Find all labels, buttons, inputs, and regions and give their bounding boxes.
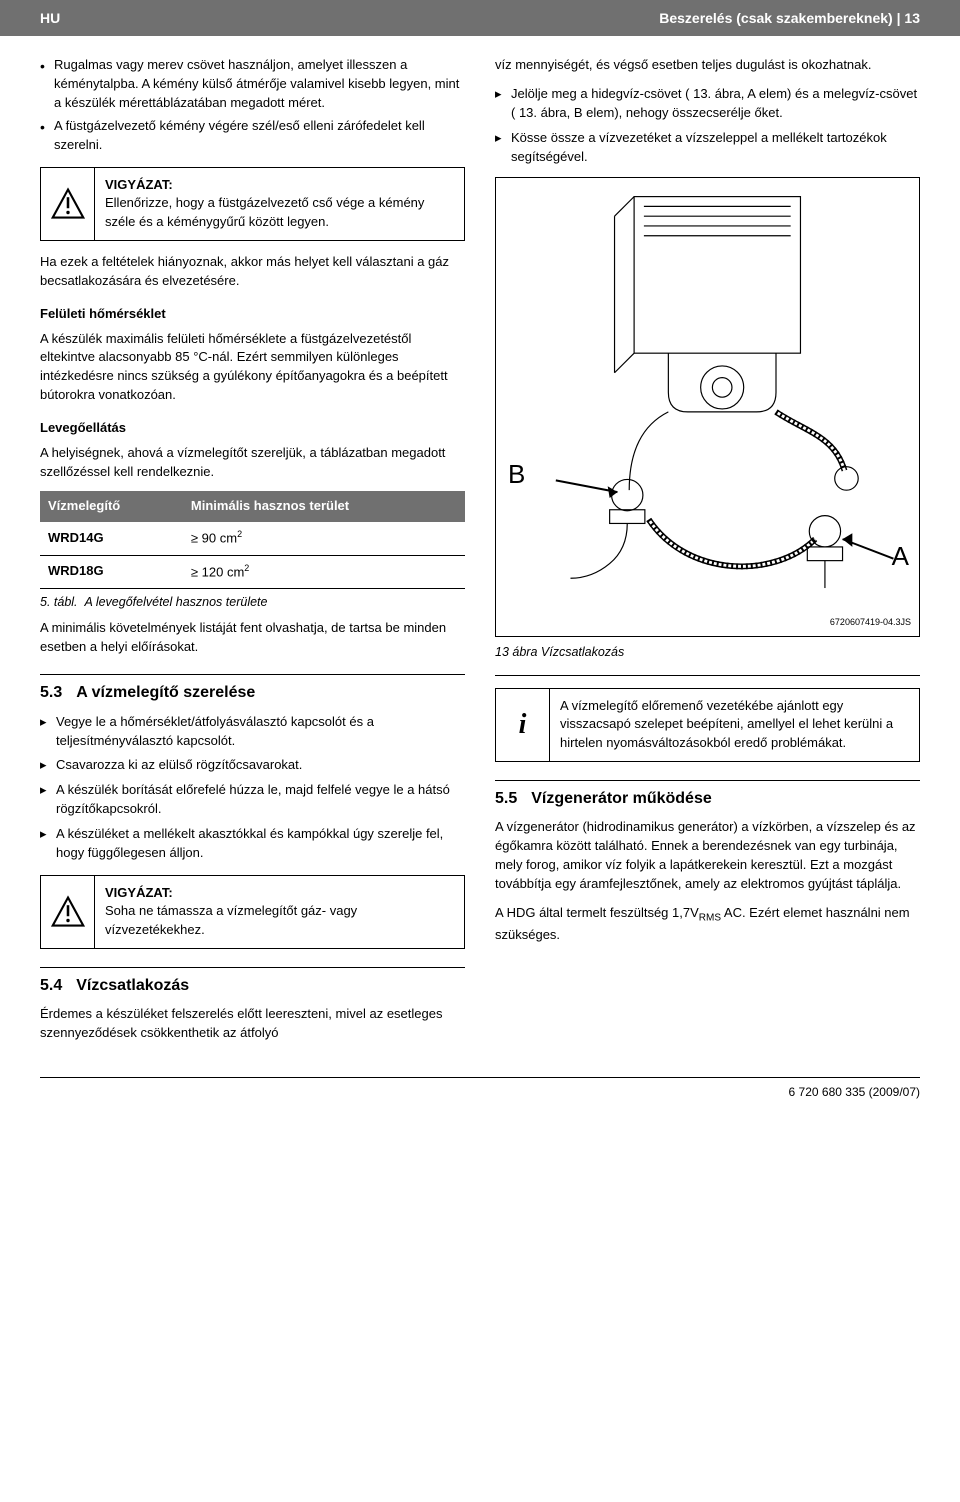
table-cell: WRD18G xyxy=(48,563,104,578)
caution-text: Soha ne támassza a vízmelegítőt gáz- vag… xyxy=(105,903,357,937)
caution-body: VIGYÁZAT: Soha ne támassza a vízmelegítő… xyxy=(95,876,464,949)
page-footer: 6 720 680 335 (2009/07) xyxy=(40,1077,920,1101)
table-header: Vízmelegítő xyxy=(40,491,183,522)
intro-bullet-list: Rugalmas vagy merev csövet használjon, a… xyxy=(40,56,465,154)
paragraph: A vízgenerátor (hidrodinamikus generátor… xyxy=(495,818,920,893)
paragraph: Ha ezek a feltételek hiányoznak, akkor m… xyxy=(40,253,465,291)
table-row: WRD14G ≥ 90 cm2 xyxy=(40,522,465,555)
list-item: Csavarozza ki az elülső rögzítőcsavaroka… xyxy=(40,756,465,775)
section-5-4-heading: 5.4 Vízcsatlakozás xyxy=(40,967,465,997)
caution-body: VIGYÁZAT: Ellenőrizze, hogy a füstgázelv… xyxy=(95,168,464,241)
figure-caption: 13 ábra Vízcsatlakozás xyxy=(495,643,920,661)
table-row: WRD18G ≥ 120 cm2 xyxy=(40,555,465,588)
paragraph: víz mennyiségét, és végső esetben teljes… xyxy=(495,56,920,75)
list-item: A készülék borítását előrefelé húzza le,… xyxy=(40,781,465,819)
list-item: A készüléket a mellékelt akasztókkal és … xyxy=(40,825,465,863)
section-number: 5.5 xyxy=(495,787,517,810)
paragraph: A készülék maximális felületi hőmérsékle… xyxy=(40,330,465,405)
bullet-item: A füstgázelvezető kémény végére szél/eső… xyxy=(40,117,465,155)
bullet-item: Rugalmas vagy merev csövet használjon, a… xyxy=(40,56,465,113)
info-box: i A vízmelegítő előremenő vezetékébe ajá… xyxy=(495,688,920,763)
list-item: Jelölje meg a hidegvíz-csövet ( 13. ábra… xyxy=(495,85,920,123)
paragraph: Érdemes a készüléket felszerelés előtt l… xyxy=(40,1005,465,1043)
paragraph: A minimális követelmények listáját fent … xyxy=(40,619,465,657)
table-caption: 5. tábl. A levegőfelvétel hasznos terüle… xyxy=(40,593,465,611)
right-column: víz mennyiségét, és végső esetben teljes… xyxy=(495,56,920,1053)
section-5-3-list: Vegye le a hőmérséklet/átfolyásválasztó … xyxy=(40,713,465,863)
air-table: Vízmelegítő Minimális hasznos terület WR… xyxy=(40,491,465,588)
section-title: Vízcsatlakozás xyxy=(76,974,189,997)
header-title: Beszerelés (csak szakembereknek) | 13 xyxy=(659,8,920,28)
figure-code: 6720607419-04.3JS xyxy=(830,616,911,629)
caution-text: Ellenőrizze, hogy a füstgázelvezető cső … xyxy=(105,195,424,229)
paragraph: A HDG által termelt feszültség 1,7VRMS A… xyxy=(495,904,920,945)
caution-icon xyxy=(41,168,95,241)
list-item: Kösse össze a vízvezetéket a vízszeleppe… xyxy=(495,129,920,167)
water-connection-diagram xyxy=(502,184,913,630)
section-number: 5.3 xyxy=(40,681,62,704)
info-body: A vízmelegítő előremenő vezetékébe ajánl… xyxy=(550,689,919,762)
table-cell: ≥ 90 cm2 xyxy=(183,522,465,555)
section-number: 5.4 xyxy=(40,974,62,997)
subheading-surface-temp: Felületi hőmérséklet xyxy=(40,305,465,324)
caution-box-2: VIGYÁZAT: Soha ne támassza a vízmelegítő… xyxy=(40,875,465,950)
section-5-5-heading: 5.5 Vízgenerátor működése xyxy=(495,780,920,810)
subheading-air-supply: Levegőellátás xyxy=(40,419,465,438)
section-5-3-heading: 5.3 A vízmelegítő szerelése xyxy=(40,674,465,704)
page-header: HU Beszerelés (csak szakembereknek) | 13 xyxy=(0,0,960,36)
caution-box-1: VIGYÁZAT: Ellenőrizze, hogy a füstgázelv… xyxy=(40,167,465,242)
header-lang: HU xyxy=(40,8,60,28)
section-title: Vízgenerátor működése xyxy=(531,787,712,810)
info-icon: i xyxy=(496,689,550,762)
paragraph: A helyiségnek, ahová a vízmelegítőt szer… xyxy=(40,444,465,482)
left-column: Rugalmas vagy merev csövet használjon, a… xyxy=(40,56,465,1053)
caution-label: VIGYÁZAT: xyxy=(105,177,173,192)
table-cell: ≥ 120 cm2 xyxy=(183,555,465,588)
table-header: Minimális hasznos terület xyxy=(183,491,465,522)
caution-icon xyxy=(41,876,95,949)
info-text: A vízmelegítő előremenő vezetékébe ajánl… xyxy=(560,698,893,751)
right-arrow-list-1: Jelölje meg a hidegvíz-csövet ( 13. ábra… xyxy=(495,85,920,166)
figure-13: B A 6720607419-04.3JS xyxy=(495,177,920,637)
table-cell: WRD14G xyxy=(48,530,104,545)
caution-label: VIGYÁZAT: xyxy=(105,885,173,900)
list-item: Vegye le a hőmérséklet/átfolyásválasztó … xyxy=(40,713,465,751)
figure-label-a: A xyxy=(892,538,909,576)
figure-label-b: B xyxy=(508,456,525,494)
section-title: A vízmelegítő szerelése xyxy=(76,681,255,704)
